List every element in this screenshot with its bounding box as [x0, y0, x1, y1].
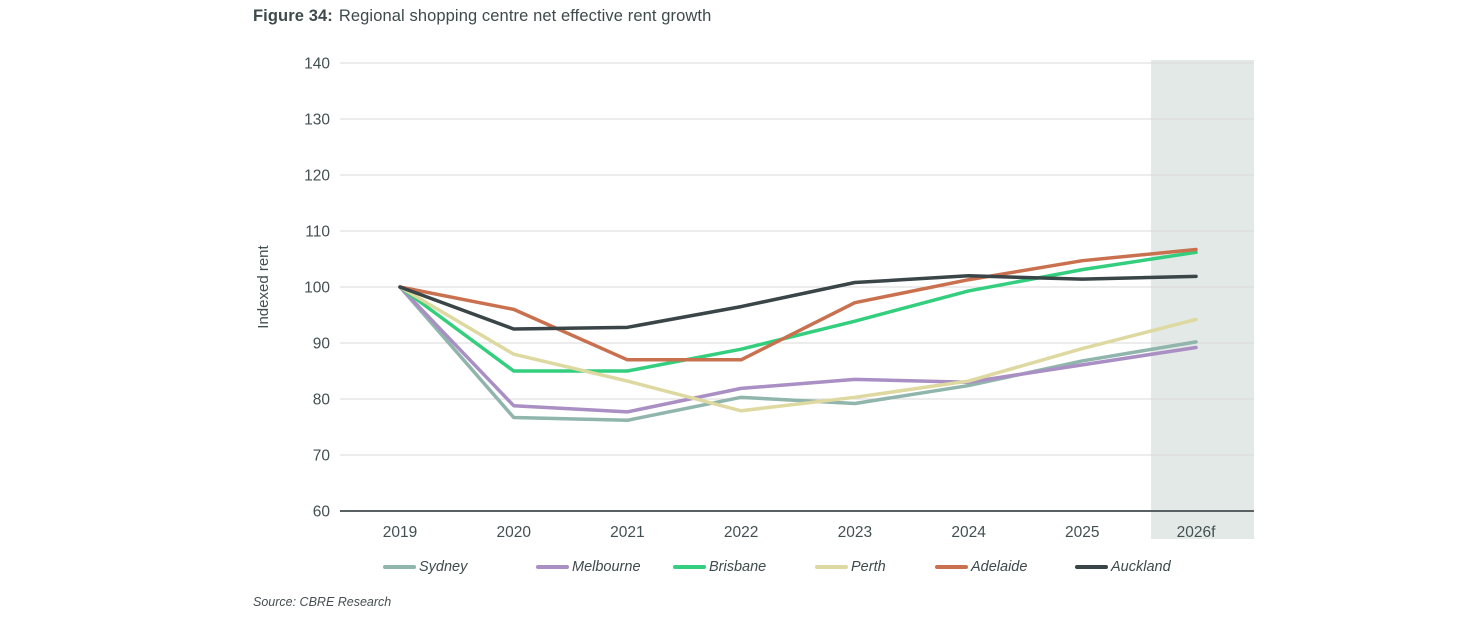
- figure-label: Figure 34:: [253, 7, 333, 25]
- legend-item-adelaide: Adelaide: [935, 557, 1027, 577]
- figure-title-text: Regional shopping centre net effective r…: [338, 7, 712, 25]
- y-tick-label-130: 130: [304, 112, 330, 129]
- legend-label: Melbourne: [572, 559, 641, 575]
- legend-label: Perth: [851, 559, 886, 575]
- line-chart: 60 70 80 90 100 110 120 130 140 2019 2020 2021 2022 2…: [255, 56, 1254, 541]
- legend-label: Brisbane: [709, 559, 767, 575]
- series-line-perth: [398, 285, 1198, 413]
- y-tick-label-70: 70: [313, 448, 331, 465]
- legend-swatch-icon: [815, 564, 848, 570]
- forecast-band-2026f: [1151, 60, 1254, 539]
- legend-item-sydney: Sydney: [383, 557, 467, 577]
- x-tick-label-2025: 2025: [1065, 524, 1099, 541]
- legend-item-auckland: Auckland: [1075, 557, 1171, 577]
- legend-label: Adelaide: [971, 559, 1028, 575]
- y-tick-label-140: 140: [304, 56, 330, 73]
- chart-legend: Sydney Melbourne Brisbane Perth Adelaide Auck…: [0, 557, 1458, 577]
- legend-swatch-icon: [673, 564, 706, 570]
- y-tick-label-110: 110: [305, 224, 330, 241]
- legend-label: Auckland: [1111, 559, 1171, 575]
- x-tick-label-2021: 2021: [610, 524, 644, 541]
- series-line-brisbane: [398, 250, 1198, 373]
- y-axis-title: Indexed rent: [255, 244, 272, 328]
- x-tick-label-2022: 2022: [724, 524, 758, 541]
- legend-label: Sydney: [419, 559, 468, 575]
- series-line-adelaide: [398, 247, 1198, 362]
- series-line-sydney: [398, 285, 1198, 423]
- y-tick-label-120: 120: [304, 168, 330, 185]
- legend-item-perth: Perth: [815, 557, 886, 577]
- legend-item-brisbane: Brisbane: [673, 557, 766, 577]
- legend-swatch-icon: [935, 564, 968, 570]
- legend-swatch-icon: [383, 564, 416, 570]
- x-tick-label-2020: 2020: [496, 524, 531, 541]
- x-tick-label-2024: 2024: [951, 524, 986, 541]
- legend-swatch-icon: [1075, 564, 1108, 570]
- y-tick-label-80: 80: [313, 392, 331, 409]
- y-tick-label-90: 90: [313, 336, 331, 353]
- legend-item-melbourne: Melbourne: [536, 557, 641, 577]
- x-tick-label-2023: 2023: [838, 524, 872, 541]
- series-line-auckland: [398, 274, 1198, 331]
- y-tick-label-60: 60: [313, 504, 331, 521]
- source-note: Source: CBRE Research: [253, 595, 392, 609]
- x-tick-label-2026f: 2026f: [1177, 524, 1216, 541]
- y-tick-label-100: 100: [304, 280, 330, 297]
- x-tick-label-2019: 2019: [383, 524, 417, 541]
- legend-swatch-icon: [536, 564, 569, 570]
- series-line-melbourne: [398, 285, 1198, 414]
- figure-title: Figure 34: Regional shopping centre net e…: [253, 7, 711, 26]
